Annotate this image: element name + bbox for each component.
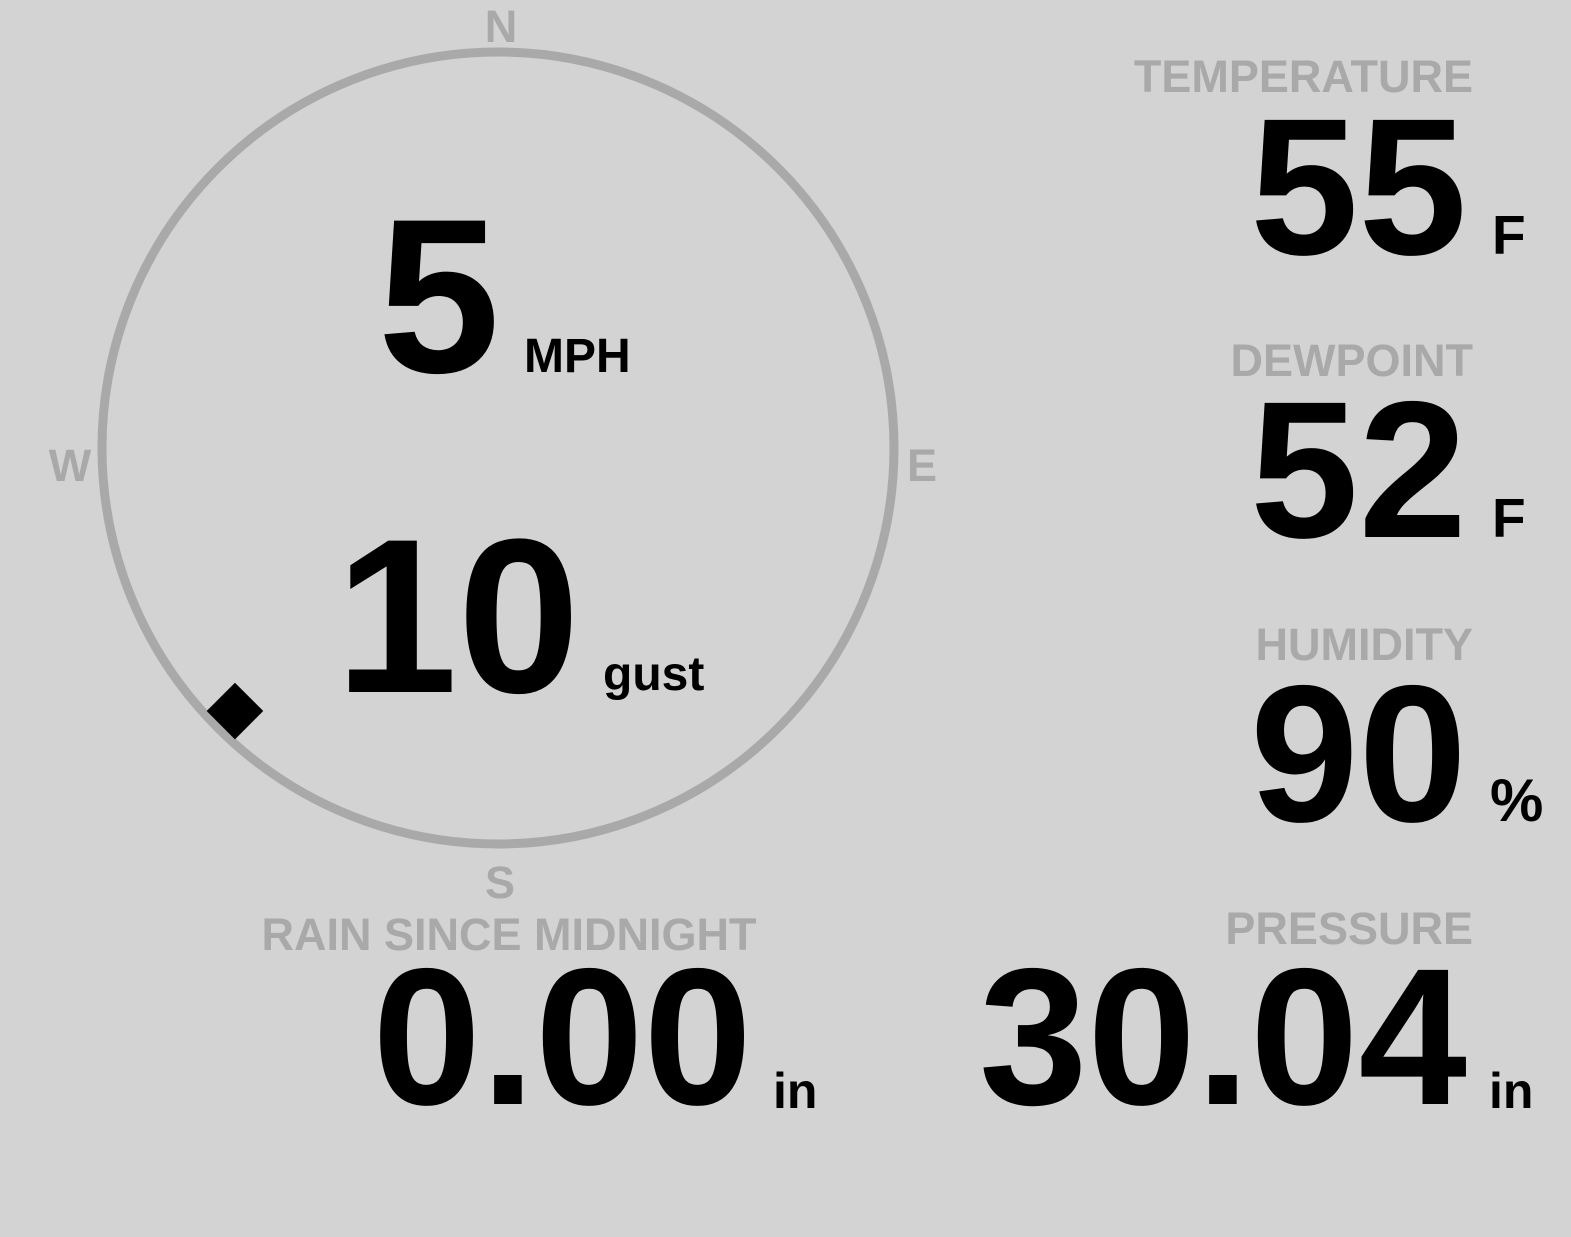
- dewpoint-label: DEWPOINT: [1230, 335, 1474, 386]
- humidity-unit: %: [1490, 767, 1544, 834]
- compass-west: W: [48, 440, 92, 491]
- rain-unit: in: [773, 1063, 818, 1119]
- compass-east: E: [906, 440, 937, 491]
- humidity-label: HUMIDITY: [1255, 619, 1474, 670]
- wind-gust-value: 10: [335, 493, 580, 739]
- rain-value: 0.00: [372, 928, 752, 1146]
- temperature-label: TEMPERATURE: [1133, 51, 1473, 102]
- wind-speed-value: 5: [377, 173, 500, 419]
- wind-gust-unit: gust: [603, 648, 705, 701]
- humidity-value: 90: [1250, 645, 1467, 863]
- pressure-value: 30.04: [979, 928, 1467, 1146]
- rain-label: RAIN SINCE MIDNIGHT: [261, 909, 757, 960]
- compass-north: N: [484, 1, 518, 52]
- temperature-unit: F: [1492, 204, 1526, 266]
- compass-south: S: [484, 857, 515, 908]
- pressure-label: PRESSURE: [1225, 903, 1473, 954]
- wind-speed-unit: MPH: [524, 330, 631, 383]
- compass-ring: [97, 47, 899, 849]
- dewpoint-value: 52: [1250, 361, 1467, 579]
- pressure-unit: in: [1489, 1063, 1534, 1119]
- dewpoint-unit: F: [1492, 487, 1526, 549]
- temperature-value: 55: [1250, 78, 1467, 296]
